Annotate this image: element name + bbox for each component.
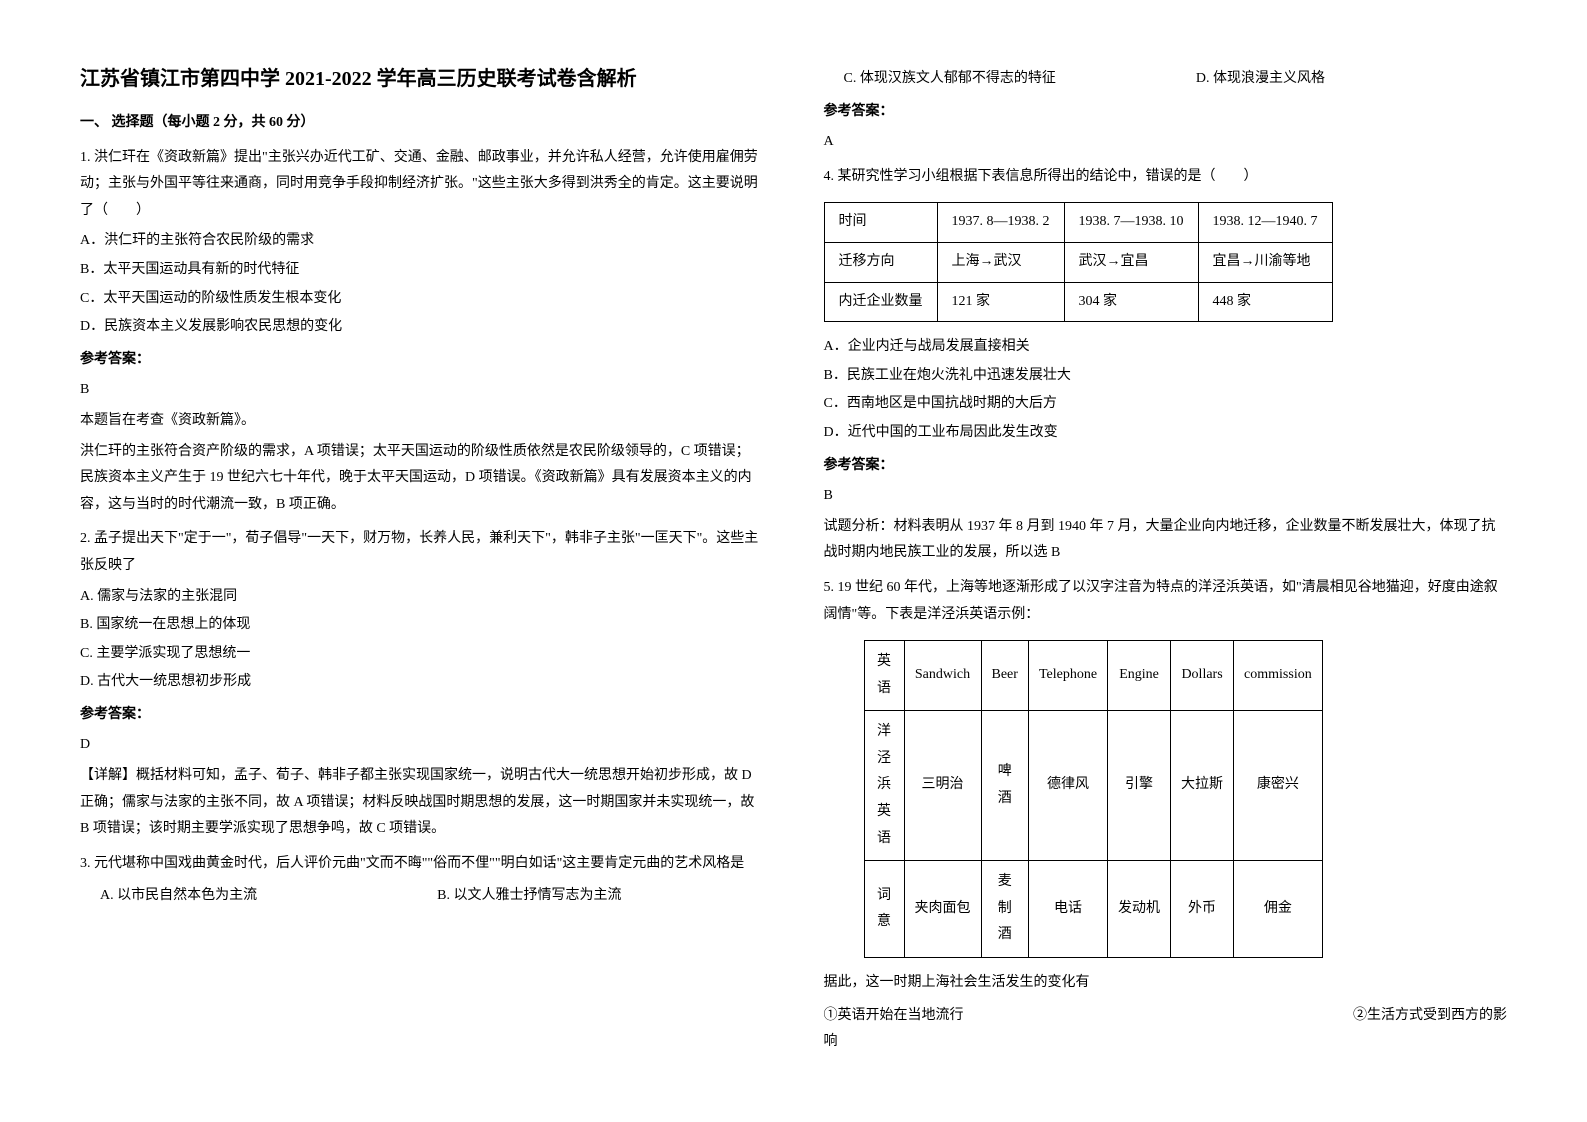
q3-answer: A — [824, 129, 1508, 156]
cell: Telephone — [1028, 641, 1107, 711]
q5-stem: 5. 19 世纪 60 年代，上海等地逐渐形成了以汉字注音为特点的洋泾浜英语，如… — [824, 575, 1508, 628]
q1-answer-label: 参考答案： — [80, 347, 764, 374]
q1-option-c: C．太平天国运动的阶级性质发生根本变化 — [80, 286, 764, 313]
section-header: 一、 选择题（每小题 2 分，共 60 分） — [80, 110, 764, 137]
cell: 英语 — [864, 641, 904, 711]
q2-options: A. 儒家与法家的主张混同 B. 国家统一在思想上的体现 C. 主要学派实现了思… — [80, 584, 764, 696]
right-column: C. 体现汉族文人郁郁不得志的特征 D. 体现浪漫主义风格 参考答案： A 4.… — [824, 60, 1508, 1062]
cell: 宜昌→川渝等地 — [1198, 242, 1332, 282]
table-row: 时间 1937. 8—1938. 2 1938. 7—1938. 10 1938… — [824, 203, 1332, 243]
cell: 电话 — [1028, 861, 1107, 958]
cell: 上海→武汉 — [937, 242, 1064, 282]
question-2: 2. 孟子提出天下"定于一"，荀子倡导"一天下，财万物，长养人民，兼利天下"，韩… — [80, 526, 764, 843]
q5-options-row: ①英语开始在当地流行 ②生活方式受到西方的影 — [824, 1003, 1508, 1030]
cell: 引擎 — [1108, 711, 1171, 861]
q3-options-row2: C. 体现汉族文人郁郁不得志的特征 D. 体现浪漫主义风格 — [824, 66, 1508, 93]
q4-answer: B — [824, 483, 1508, 510]
q3-options-row1: A. 以市民自然本色为主流 B. 以文人雅士抒情写志为主流 — [80, 883, 764, 910]
q1-option-a: A．洪仁玕的主张符合农民阶级的需求 — [80, 228, 764, 255]
q1-exp2: 洪仁玕的主张符合资产阶级的需求，A 项错误；太平天国运动的阶级性质依然是农民阶级… — [80, 439, 764, 519]
q2-stem: 2. 孟子提出天下"定于一"，荀子倡导"一天下，财万物，长养人民，兼利天下"，韩… — [80, 526, 764, 579]
cell: 三明治 — [904, 711, 981, 861]
q4-options: A．企业内迁与战局发展直接相关 B．民族工业在炮火洗礼中迅速发展壮大 C．西南地… — [824, 334, 1508, 446]
q1-option-b: B．太平天国运动具有新的时代特征 — [80, 257, 764, 284]
q1-answer: B — [80, 377, 764, 404]
q4-option-b: B．民族工业在炮火洗礼中迅速发展壮大 — [824, 363, 1508, 390]
q3-option-b: B. 以文人雅士抒情写志为主流 — [437, 883, 621, 910]
q5-opt2: ②生活方式受到西方的影 — [1353, 1003, 1507, 1030]
cell: 448 家 — [1198, 282, 1332, 322]
q5-table: 英语 Sandwich Beer Telephone Engine Dollar… — [864, 640, 1323, 958]
cell: 时间 — [824, 203, 937, 243]
q3-option-c: C. 体现汉族文人郁郁不得志的特征 — [844, 66, 1056, 93]
q2-option-c: C. 主要学派实现了思想统一 — [80, 641, 764, 668]
cell: 康密兴 — [1234, 711, 1323, 861]
question-1: 1. 洪仁玕在《资政新篇》提出"主张兴办近代工矿、交通、金融、邮政事业，并允许私… — [80, 145, 764, 519]
cell: Sandwich — [904, 641, 981, 711]
cell: 发动机 — [1108, 861, 1171, 958]
cell: commission — [1234, 641, 1323, 711]
q2-exp: 【详解】概括材料可知，孟子、荀子、韩非子都主张实现国家统一，说明古代大一统思想开… — [80, 763, 764, 843]
q4-table: 时间 1937. 8—1938. 2 1938. 7—1938. 10 1938… — [824, 202, 1333, 322]
q2-option-a: A. 儒家与法家的主张混同 — [80, 584, 764, 611]
q5-opt1: ①英语开始在当地流行 — [824, 1003, 964, 1030]
q3-option-d: D. 体现浪漫主义风格 — [1196, 66, 1325, 93]
q5-after: 据此，这一时期上海社会生活发生的变化有 — [824, 970, 1508, 997]
table-row: 内迁企业数量 121 家 304 家 448 家 — [824, 282, 1332, 322]
q4-exp: 试题分析：材料表明从 1937 年 8 月到 1940 年 7 月，大量企业向内… — [824, 514, 1508, 567]
cell: Beer — [981, 641, 1028, 711]
q3-stem: 3. 元代堪称中国戏曲黄金时代，后人评价元曲"文而不晦""俗而不俚""明白如话"… — [80, 851, 764, 878]
q4-option-d: D．近代中国的工业布局因此发生改变 — [824, 420, 1508, 447]
cell: 啤酒 — [981, 711, 1028, 861]
question-4: 4. 某研究性学习小组根据下表信息所得出的结论中，错误的是（ ） 时间 1937… — [824, 164, 1508, 567]
q4-option-c: C．西南地区是中国抗战时期的大后方 — [824, 391, 1508, 418]
table-row: 洋泾浜英语 三明治 啤酒 德律风 引擎 大拉斯 康密兴 — [864, 711, 1322, 861]
q1-option-d: D．民族资本主义发展影响农民思想的变化 — [80, 314, 764, 341]
cell: 外币 — [1171, 861, 1234, 958]
q2-answer: D — [80, 732, 764, 759]
q2-option-d: D. 古代大一统思想初步形成 — [80, 669, 764, 696]
cell: 304 家 — [1064, 282, 1198, 322]
q1-stem: 1. 洪仁玕在《资政新篇》提出"主张兴办近代工矿、交通、金融、邮政事业，并允许私… — [80, 145, 764, 225]
table-row: 词意 夹肉面包 麦制酒 电话 发动机 外币 佣金 — [864, 861, 1322, 958]
q5-opt3: 响 — [824, 1029, 1508, 1056]
cell: 麦制酒 — [981, 861, 1028, 958]
question-3: 3. 元代堪称中国戏曲黄金时代，后人评价元曲"文而不晦""俗而不俚""明白如话"… — [80, 851, 764, 910]
cell: 内迁企业数量 — [824, 282, 937, 322]
cell: 夹肉面包 — [904, 861, 981, 958]
cell: Dollars — [1171, 641, 1234, 711]
cell: 洋泾浜英语 — [864, 711, 904, 861]
question-5: 5. 19 世纪 60 年代，上海等地逐渐形成了以汉字注音为特点的洋泾浜英语，如… — [824, 575, 1508, 1056]
cell: 武汉→宜昌 — [1064, 242, 1198, 282]
q4-option-a: A．企业内迁与战局发展直接相关 — [824, 334, 1508, 361]
q1-options: A．洪仁玕的主张符合农民阶级的需求 B．太平天国运动具有新的时代特征 C．太平天… — [80, 228, 764, 340]
cell: 121 家 — [937, 282, 1064, 322]
cell: 大拉斯 — [1171, 711, 1234, 861]
left-column: 江苏省镇江市第四中学 2021-2022 学年高三历史联考试卷含解析 一、 选择… — [80, 60, 764, 1062]
cell: 迁移方向 — [824, 242, 937, 282]
q3-option-a: A. 以市民自然本色为主流 — [100, 883, 257, 910]
cell: 1937. 8—1938. 2 — [937, 203, 1064, 243]
q1-exp1: 本题旨在考查《资政新篇》。 — [80, 408, 764, 435]
table-row: 英语 Sandwich Beer Telephone Engine Dollar… — [864, 641, 1322, 711]
cell: 佣金 — [1234, 861, 1323, 958]
cell: Engine — [1108, 641, 1171, 711]
q4-stem: 4. 某研究性学习小组根据下表信息所得出的结论中，错误的是（ ） — [824, 164, 1508, 191]
table-row: 迁移方向 上海→武汉 武汉→宜昌 宜昌→川渝等地 — [824, 242, 1332, 282]
q4-answer-label: 参考答案： — [824, 453, 1508, 480]
exam-title: 江苏省镇江市第四中学 2021-2022 学年高三历史联考试卷含解析 — [80, 60, 764, 98]
cell: 词意 — [864, 861, 904, 958]
cell: 1938. 12—1940. 7 — [1198, 203, 1332, 243]
q2-answer-label: 参考答案： — [80, 702, 764, 729]
cell: 德律风 — [1028, 711, 1107, 861]
q2-option-b: B. 国家统一在思想上的体现 — [80, 612, 764, 639]
q3-answer-label: 参考答案： — [824, 99, 1508, 126]
cell: 1938. 7—1938. 10 — [1064, 203, 1198, 243]
